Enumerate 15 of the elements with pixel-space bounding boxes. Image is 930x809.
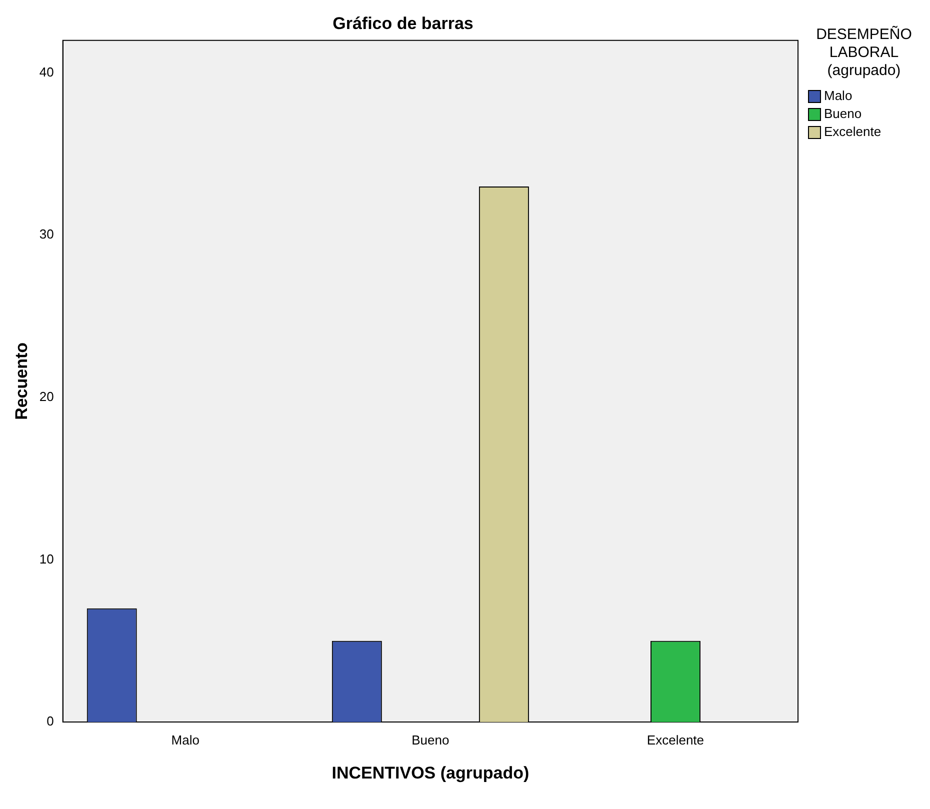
y-tick-label: 40 (39, 64, 54, 80)
y-tick-label: 10 (39, 551, 54, 566)
chart-title: Gráfico de barras (332, 14, 474, 33)
x-tick-label: Bueno (412, 732, 450, 748)
y-tick-label: 0 (46, 714, 54, 729)
legend-title: DESEMPEÑO LABORAL (agrupado) (815, 26, 913, 80)
legend-label: Malo (824, 88, 852, 104)
x-tick-label: Malo (171, 732, 200, 748)
x-tick-label: Excelente (646, 732, 704, 748)
legend-label: Bueno (824, 106, 862, 122)
y-tick-label: 20 (39, 389, 54, 404)
y-tick-label: 30 (39, 226, 54, 242)
y-axis-title: Recuento (12, 342, 31, 420)
x-axis-title: INCENTIVOS (agrupado) (332, 763, 530, 782)
legend-label: Excelente (824, 124, 882, 140)
